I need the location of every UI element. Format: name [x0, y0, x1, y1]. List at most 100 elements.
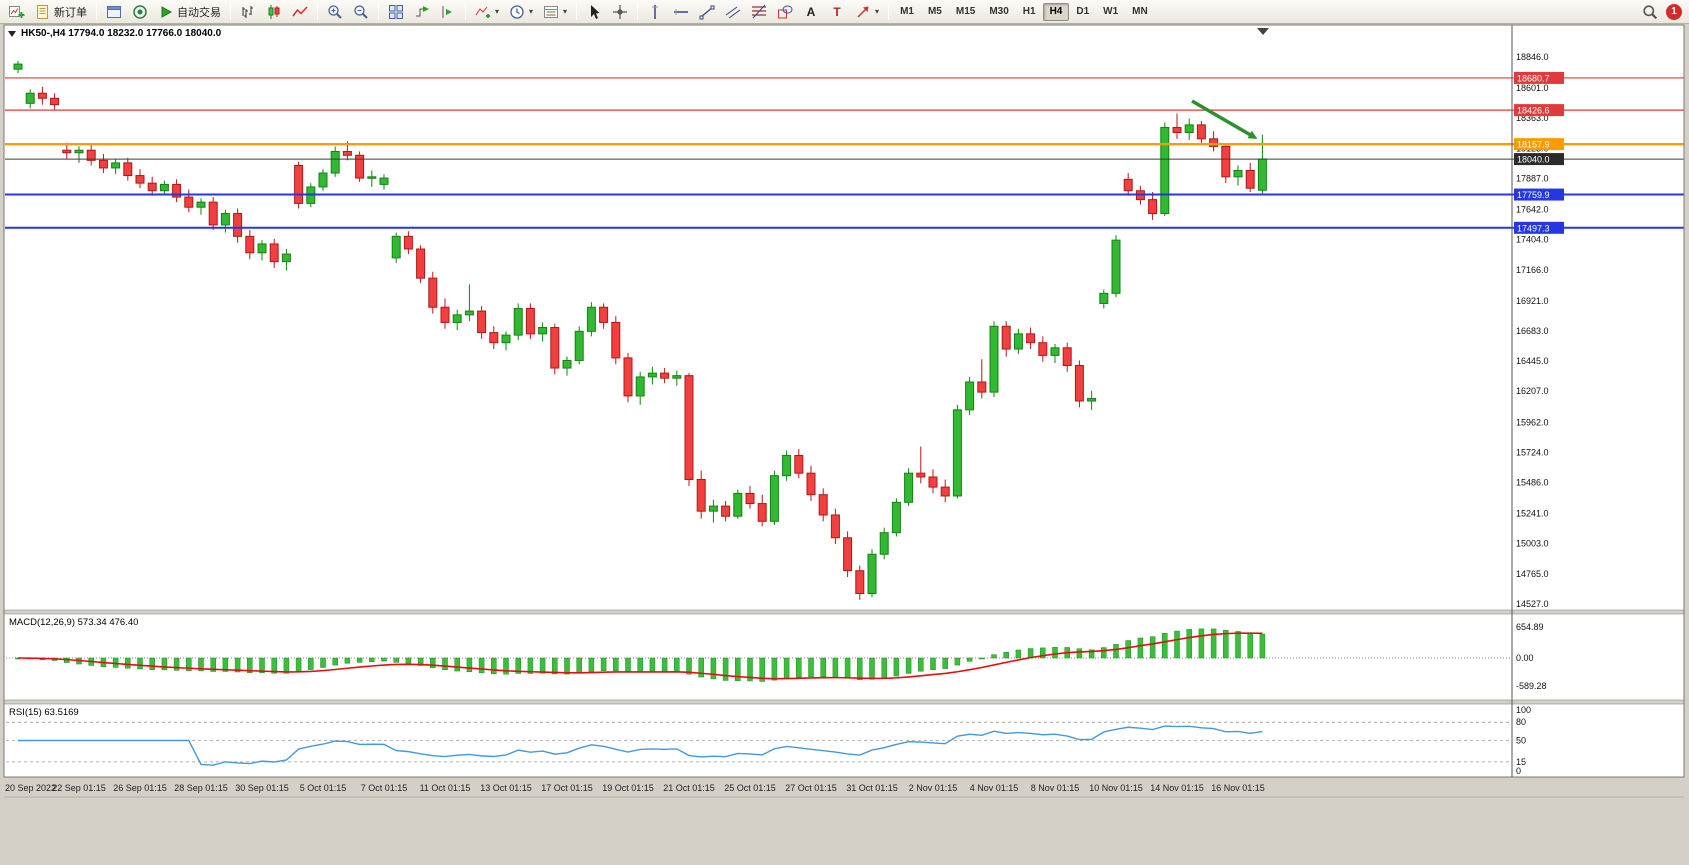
level-price-label-box: [1514, 188, 1564, 201]
price-axis-tick: 15724.0: [1516, 447, 1549, 457]
candle-body: [1209, 138, 1219, 147]
auto-trading-button-label: 自动交易: [177, 6, 221, 19]
price-axis-tick: 15962.0: [1516, 417, 1549, 427]
vertical-line-button[interactable]: [643, 2, 667, 22]
search-icon: [1643, 4, 1658, 19]
candle-body: [86, 149, 96, 161]
market-watch-button[interactable]: [102, 2, 126, 22]
zoom-out-button[interactable]: [349, 2, 373, 22]
play-icon: [161, 5, 173, 18]
candle-body: [635, 376, 645, 397]
price-axis-tick: 15003.0: [1516, 539, 1549, 549]
price-axis-tick: 14527.0: [1516, 599, 1549, 609]
fibonacci-button[interactable]: [747, 2, 771, 22]
candle-body: [1111, 239, 1121, 294]
templates-button[interactable]: ▾: [539, 2, 571, 22]
candle-body: [855, 570, 865, 594]
search-button[interactable]: [1638, 2, 1662, 22]
level-price-label-box: [1514, 153, 1564, 166]
trendline-button[interactable]: [695, 2, 719, 22]
crosshair-icon: [613, 4, 628, 19]
tile-windows-button[interactable]: [384, 2, 408, 22]
candle-body: [745, 492, 755, 505]
candle-body: [403, 235, 413, 250]
chart-shift-button[interactable]: [436, 2, 460, 22]
candle-body: [477, 310, 487, 334]
candle-body: [1050, 347, 1060, 356]
level-price-label: 17759.9: [1517, 190, 1550, 200]
candle-body: [452, 314, 462, 323]
indicator-icon: [475, 6, 490, 18]
tile-icon: [389, 4, 403, 19]
candle-body: [440, 306, 450, 323]
pane-divider[interactable]: [3, 699, 1685, 705]
horizontal-line-button[interactable]: [669, 2, 693, 22]
indicators-button[interactable]: ▾: [471, 2, 503, 22]
new-order-button[interactable]: 新订单: [31, 2, 91, 22]
label-button[interactable]: T: [825, 2, 849, 22]
candle-body: [1123, 178, 1133, 192]
candle-body: [550, 327, 560, 369]
candle-body: [586, 306, 596, 332]
toolbar-separator: [317, 3, 318, 20]
vline-icon: [652, 4, 659, 19]
candle-body: [269, 243, 279, 263]
timeframe-button-h4[interactable]: H4: [1042, 2, 1070, 21]
timeframe-button-m1[interactable]: M1: [900, 6, 914, 17]
price-axis-tick: 15486.0: [1516, 478, 1549, 488]
text-button[interactable]: A: [799, 2, 823, 22]
candlestick-series: [13, 60, 1267, 600]
candle-body: [1233, 169, 1243, 178]
timeframe-button-mn[interactable]: MN: [1132, 6, 1148, 17]
candle-body: [1257, 158, 1267, 191]
cursor-button[interactable]: [582, 2, 606, 22]
level-price-label-box: [1514, 138, 1564, 151]
level-price-label-box: [1514, 71, 1564, 84]
shapes-button[interactable]: [773, 2, 797, 22]
time-axis-label: 4 Nov 01:15: [970, 783, 1019, 793]
zoomin-icon: [328, 4, 342, 19]
pane-divider[interactable]: [3, 609, 1685, 615]
candle-body: [172, 183, 182, 198]
candle-body: [159, 183, 169, 192]
timeframe-button-w1[interactable]: W1: [1103, 6, 1119, 17]
macd-indicator-label: MACD(12,26,9) 573.34 476.40: [9, 617, 139, 628]
timeframe-button-d1[interactable]: D1: [1076, 6, 1090, 17]
chart-shift-marker[interactable]: [1257, 28, 1269, 35]
new-chart-button[interactable]: [5, 2, 29, 22]
candle-body: [379, 177, 389, 185]
timeframe-button-m15[interactable]: M15: [955, 6, 976, 17]
notification-badge[interactable]: 1: [1666, 3, 1682, 20]
time-axis-label: 8 Nov 01:15: [1031, 783, 1080, 793]
candle-body: [599, 306, 609, 323]
arrows-button[interactable]: ▾: [851, 2, 883, 22]
annotation-arrow[interactable]: [1191, 99, 1255, 139]
channel-button[interactable]: [721, 2, 745, 22]
annotation-arrow-head: [1247, 130, 1258, 140]
line-chart-button[interactable]: [288, 2, 312, 22]
auto-trading-button[interactable]: 自动交易: [154, 2, 225, 22]
price-axis-tick: 16683.0: [1516, 326, 1549, 336]
cursor-icon: [591, 4, 600, 19]
bar-chart-button[interactable]: [236, 2, 260, 22]
svg-text:T: T: [833, 5, 841, 19]
timeframe-button-m5[interactable]: M5: [927, 6, 942, 17]
macd-axis-tick: 0.00: [1516, 653, 1534, 663]
candle-body: [355, 154, 365, 179]
zoom-in-button[interactable]: [323, 2, 347, 22]
crosshair-button[interactable]: [608, 2, 632, 22]
time-axis-label: 21 Oct 01:15: [663, 783, 715, 793]
timeframe-button-h1[interactable]: H1: [1022, 6, 1036, 17]
candle-body: [25, 92, 35, 104]
navigator-button[interactable]: [128, 2, 152, 22]
periods-button[interactable]: ▾: [505, 2, 537, 22]
timeframe-button-m30[interactable]: M30: [989, 6, 1009, 17]
candlestick-chart-button[interactable]: [262, 2, 286, 22]
candle-body: [1062, 347, 1072, 367]
candle-body: [330, 150, 340, 174]
auto-scroll-button[interactable]: [410, 2, 434, 22]
chart-collapse-icon[interactable]: [8, 30, 16, 37]
toolbar-separator: [576, 3, 578, 20]
